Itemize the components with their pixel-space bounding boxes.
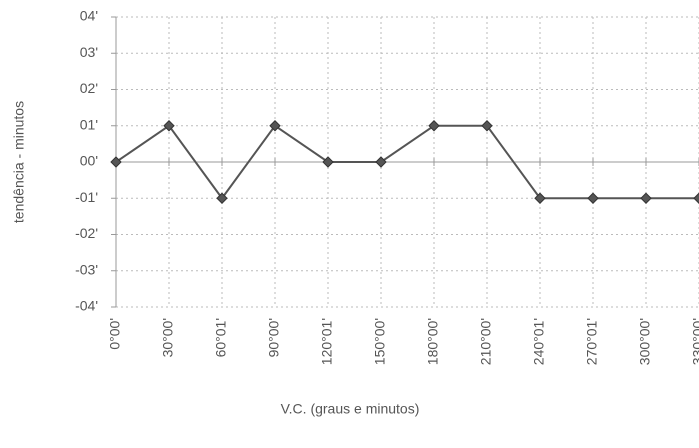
y-axis-label: tendência - minutos (11, 101, 27, 223)
x-tick-label: 300°00' (637, 318, 653, 365)
y-tick-label: -02' (75, 225, 98, 241)
y-tick-label: 03' (80, 44, 98, 60)
x-tick-label: 30°00' (160, 318, 176, 357)
x-tick-label: 90°00' (266, 318, 282, 357)
y-tick-label: -01' (75, 189, 98, 205)
x-tick-label: 240°01' (531, 318, 547, 365)
marker (534, 192, 546, 204)
x-tick-label: 150°00' (372, 318, 388, 365)
y-tick-label: 00' (80, 153, 98, 169)
y-tick-label: 01' (80, 116, 98, 132)
marker (587, 192, 599, 204)
marker (163, 120, 175, 132)
marker (375, 156, 387, 168)
marker (269, 120, 281, 132)
x-tick-label: 180°00' (425, 318, 441, 365)
x-tick-label: 270°01' (584, 318, 600, 365)
y-tick-label: -04' (75, 298, 98, 314)
marker (428, 120, 440, 132)
line (115, 124, 699, 200)
x-tick-label: 60°01' (213, 318, 229, 357)
marker (110, 156, 122, 168)
x-axis-label: V.C. (graus e minutos) (281, 401, 420, 417)
y-tick-label: -03' (75, 261, 98, 277)
marker (216, 192, 228, 204)
y-tick-label: 04' (80, 8, 98, 24)
x-tick-label: 330°00' (690, 318, 699, 365)
marker (322, 156, 334, 168)
marker (640, 192, 652, 204)
y-tick-label: 02' (80, 80, 98, 96)
marker (481, 120, 493, 132)
x-tick-label: 210°00' (478, 318, 494, 365)
marker (693, 192, 699, 204)
x-tick-label: 0°00' (107, 318, 123, 350)
x-tick-label: 120°01' (319, 318, 335, 365)
